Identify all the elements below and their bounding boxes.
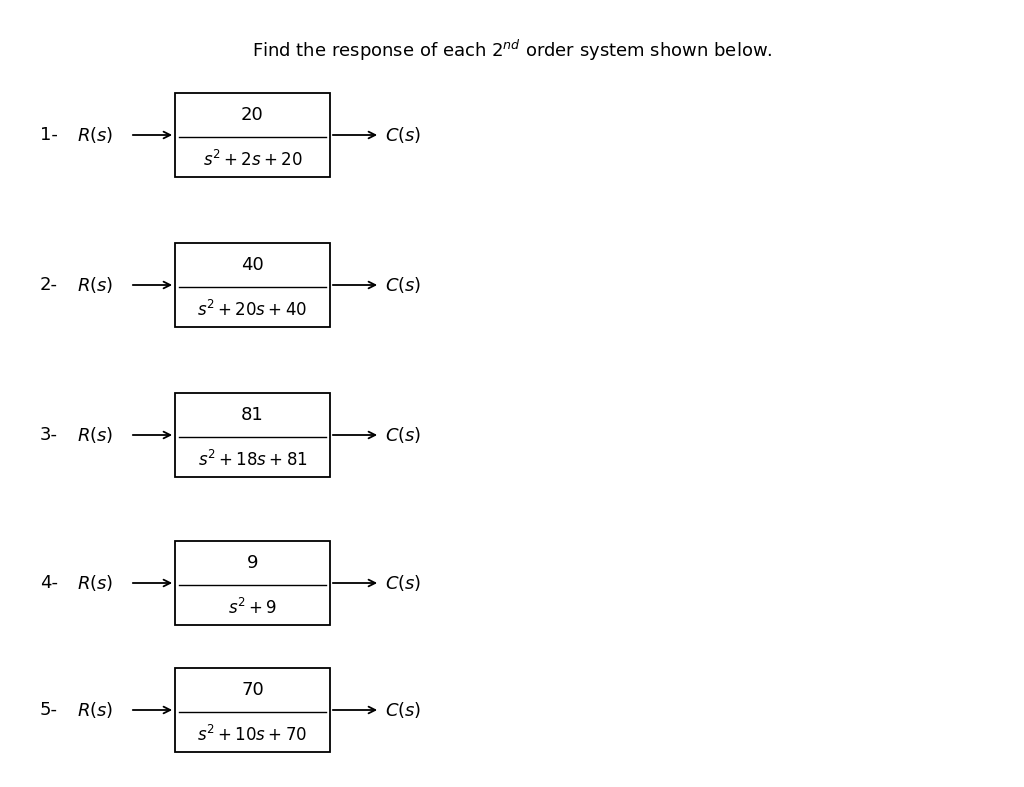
Text: 4-: 4- (40, 574, 58, 592)
Text: 1-: 1- (40, 126, 58, 144)
Text: $s^2+18s+81$: $s^2+18s+81$ (198, 450, 307, 471)
Bar (175, 243, 330, 327)
Text: Find the response of each 2$^{nd}$ order system shown below.: Find the response of each 2$^{nd}$ order… (252, 38, 772, 63)
Text: $R(s)$: $R(s)$ (77, 275, 114, 295)
Text: 9: 9 (247, 554, 258, 572)
Bar (175, 93, 330, 177)
Bar (175, 393, 330, 477)
Text: 5-: 5- (40, 701, 58, 719)
Text: $C(s)$: $C(s)$ (385, 425, 422, 445)
Bar (175, 541, 330, 625)
Text: $C(s)$: $C(s)$ (385, 275, 422, 295)
Text: 3-: 3- (40, 426, 58, 444)
Text: $s^2+9$: $s^2+9$ (228, 598, 278, 619)
Bar (175, 668, 330, 752)
Text: $R(s)$: $R(s)$ (77, 700, 114, 720)
Text: $C(s)$: $C(s)$ (385, 125, 422, 145)
Text: 20: 20 (241, 105, 264, 124)
Text: 40: 40 (241, 256, 264, 274)
Text: 81: 81 (241, 406, 264, 424)
Text: $R(s)$: $R(s)$ (77, 425, 114, 445)
Text: $C(s)$: $C(s)$ (385, 573, 422, 593)
Text: 2-: 2- (40, 276, 58, 294)
Text: 70: 70 (241, 681, 264, 699)
Text: $C(s)$: $C(s)$ (385, 700, 422, 720)
Text: $R(s)$: $R(s)$ (77, 573, 114, 593)
Text: $s^2 +2s+20$: $s^2 +2s+20$ (203, 150, 302, 170)
Text: $s^2+20s+40$: $s^2+20s+40$ (198, 300, 307, 320)
Text: $R(s)$: $R(s)$ (77, 125, 114, 145)
Text: $s^2+10s+70$: $s^2+10s+70$ (198, 725, 307, 745)
